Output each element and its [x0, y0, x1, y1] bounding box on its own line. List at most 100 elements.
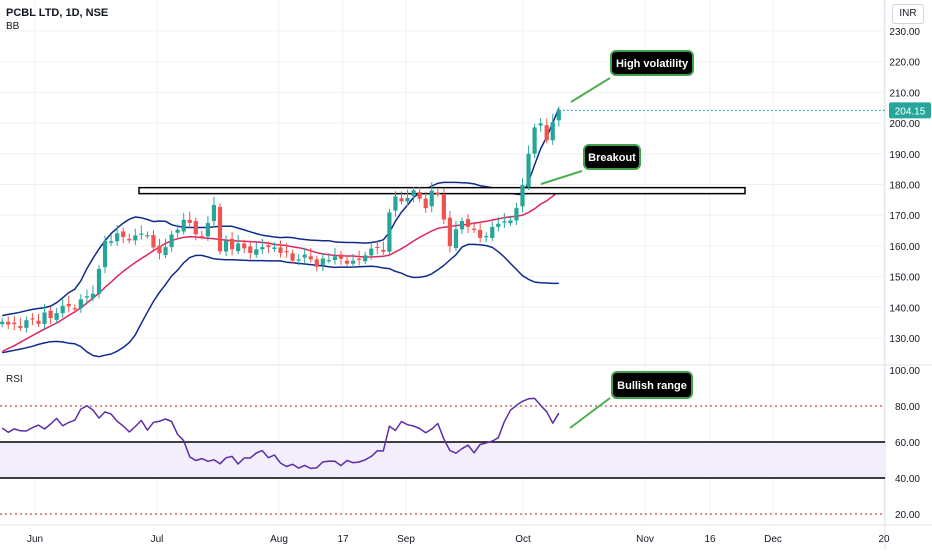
price-pane[interactable] [0, 0, 885, 363]
symbol-title: PCBL LTD, 1D, NSE [6, 7, 109, 19]
annotation-box[interactable] [610, 50, 694, 76]
candle-body [217, 206, 223, 252]
candle-body [472, 228, 477, 230]
candle-body [332, 256, 338, 261]
candle-body [205, 222, 210, 237]
rsi-indicator-label[interactable]: RSI [6, 374, 23, 385]
candle-body [435, 192, 440, 195]
annotation-box[interactable] [611, 371, 693, 399]
bb-indicator-label[interactable]: BB [6, 21, 20, 32]
candle-body [260, 247, 265, 250]
candle-body [326, 260, 331, 262]
candle-body [296, 259, 301, 261]
candle-body [459, 221, 465, 230]
candle-body [181, 219, 186, 232]
price-tick-label: 220.00 [889, 58, 920, 69]
candle-body [84, 296, 89, 298]
candle-body [550, 122, 555, 141]
time-tick-label: Jun [27, 534, 43, 545]
candle-body [320, 258, 325, 265]
candle-body [230, 238, 235, 250]
candle-body [90, 293, 96, 299]
price-tick-label: 160.00 [889, 242, 920, 253]
candle-body [242, 243, 247, 249]
last-price-label: 204.15 [895, 106, 926, 117]
time-tick-label: Aug [270, 534, 288, 545]
candle-body [133, 235, 138, 241]
candle-body [151, 235, 156, 248]
candle-body [109, 241, 114, 243]
candle-body [0, 321, 5, 325]
candle-body [314, 259, 319, 267]
price-tick-label: 180.00 [889, 181, 920, 192]
price-tick-label: 210.00 [889, 88, 920, 99]
candle-body [284, 251, 289, 253]
candle-body [508, 220, 513, 224]
price-tick-label: 140.00 [889, 303, 920, 314]
candle-body [351, 260, 356, 264]
candle-body [211, 205, 217, 222]
annotation-box[interactable] [583, 144, 641, 170]
candle-body [169, 234, 174, 248]
candle-body [66, 303, 71, 307]
candle-body [175, 229, 180, 233]
candle-body [290, 253, 295, 261]
candle-body [363, 255, 368, 262]
candle-body [302, 254, 307, 258]
candle-body [42, 312, 47, 324]
candle-body [381, 249, 386, 252]
candle-body [490, 226, 495, 238]
breakout-zone-box[interactable] [138, 186, 746, 195]
price-tick-label: 190.00 [889, 150, 920, 161]
candle-body [30, 318, 35, 320]
candle-body [393, 196, 398, 211]
candle-body [36, 320, 41, 324]
candle-body [417, 192, 422, 199]
time-tick-label: 20 [878, 534, 890, 545]
candle-body [411, 190, 416, 197]
candle-body [223, 240, 229, 252]
candle-body [344, 260, 350, 264]
currency-button[interactable]: INR [892, 4, 924, 24]
candle-body [48, 310, 53, 319]
candle-body [102, 240, 108, 268]
last-price-tag [889, 102, 931, 119]
candle-body [278, 247, 283, 253]
rsi-tick-label: 40.00 [895, 474, 920, 485]
candle-body [127, 238, 132, 241]
candle-body [399, 198, 404, 202]
time-tick-label: 17 [337, 534, 349, 545]
candle-body [96, 268, 102, 294]
candle-body [236, 243, 241, 252]
candle-body [78, 299, 83, 309]
bb-lower-band [2, 243, 559, 358]
candle-body [514, 208, 519, 221]
annotation-arrow [569, 397, 611, 429]
candle-body [72, 308, 77, 310]
candle-body [375, 246, 380, 249]
time-tick-label: Dec [764, 534, 782, 545]
time-tick-label: Oct [515, 534, 531, 545]
time-tick-label: Nov [636, 534, 654, 545]
time-tick-label: 16 [704, 534, 716, 545]
price-tick-label: 150.00 [889, 273, 920, 284]
candle-body [139, 233, 144, 235]
rsi-tick-label: 80.00 [895, 402, 920, 413]
candle-body [54, 313, 59, 320]
candle-body [163, 247, 168, 256]
candle-body [502, 221, 507, 223]
candle-body [272, 247, 277, 249]
rsi-tick-label: 60.00 [895, 438, 920, 449]
candle-body [465, 219, 471, 227]
candle-body [12, 322, 17, 325]
price-tick-label: 230.00 [889, 27, 920, 38]
candle-body [441, 194, 446, 220]
candle-body [484, 236, 489, 238]
price-tick-label: 200.00 [889, 119, 920, 130]
candle-body [423, 198, 428, 209]
candle-body [121, 231, 126, 237]
bb-upper-band [2, 108, 560, 317]
candle-body [429, 190, 434, 207]
candle-body [453, 229, 459, 249]
